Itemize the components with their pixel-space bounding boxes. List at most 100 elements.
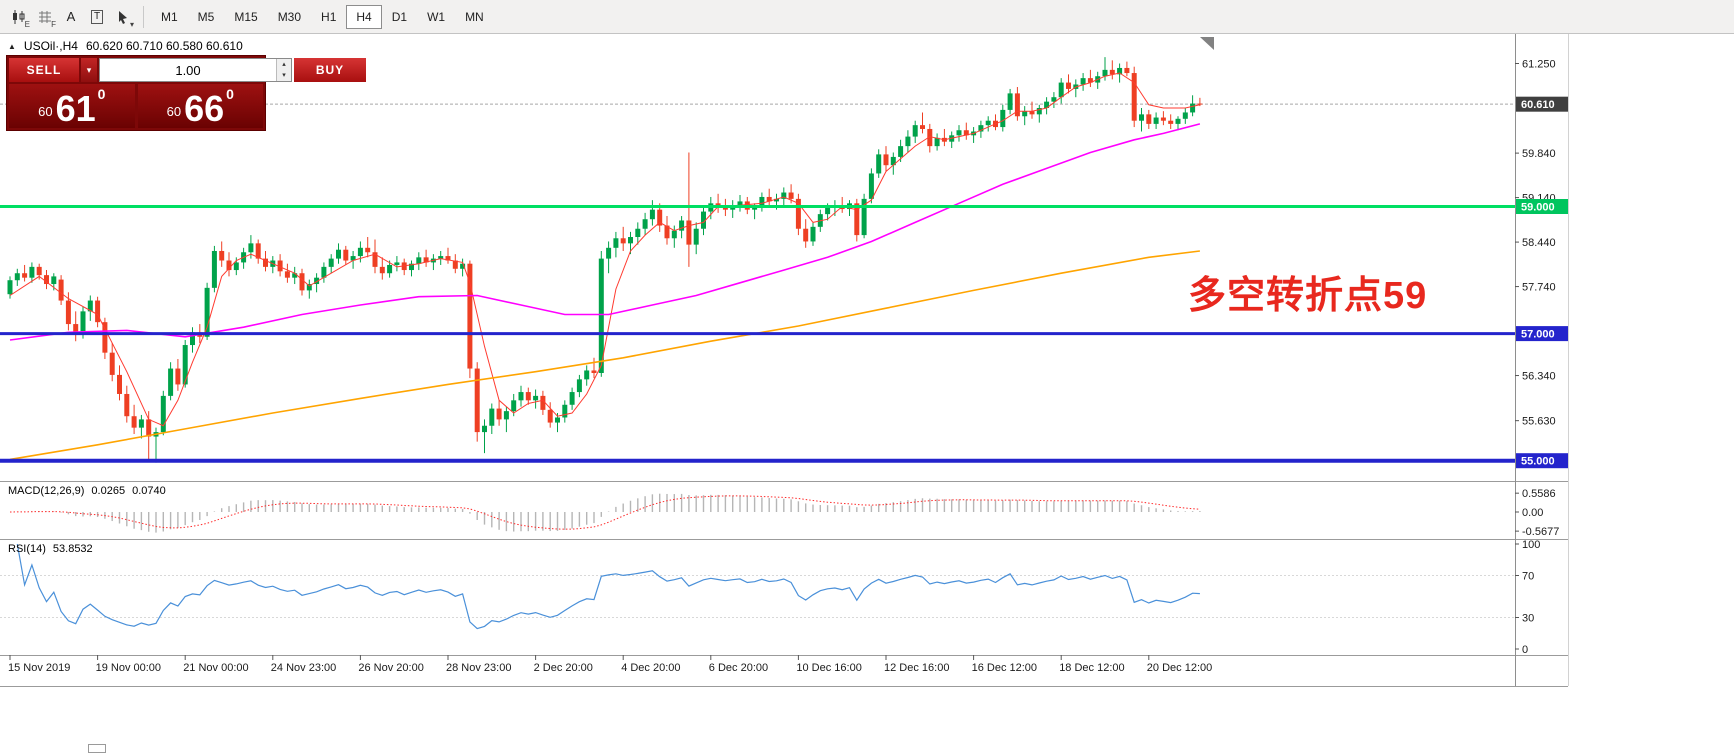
sell-price-prefix: 60 <box>38 104 53 119</box>
svg-text:57.000: 57.000 <box>1521 329 1555 341</box>
svg-text:59.140: 59.140 <box>1522 193 1556 205</box>
svg-text:0.00: 0.00 <box>1522 507 1543 519</box>
price-axis[interactable]: 61.250 59.840 59.140 58.440 57.740 56.340 55.6… <box>1515 34 1568 686</box>
letter-a-glyph: A <box>66 9 76 24</box>
svg-text:59.840: 59.840 <box>1522 148 1556 160</box>
svg-text:57.740: 57.740 <box>1522 282 1556 294</box>
main-toolbar: E F A T ▾ M1 M5 M15 M30 H1 H4 D1 W1 MN <box>0 0 1734 34</box>
svg-text:18 Dec 12:00: 18 Dec 12:00 <box>1059 662 1124 674</box>
cursor-dropdown-glyph: ▾ <box>129 19 134 29</box>
svg-text:2 Dec 20:00: 2 Dec 20:00 <box>534 662 593 674</box>
svg-text:70: 70 <box>1522 571 1534 583</box>
ohlc-readout: 60.620 60.710 60.580 60.610 <box>85 39 243 53</box>
price-badge-60.610 <box>1516 96 1568 112</box>
text-box-icon[interactable]: T <box>84 4 110 30</box>
sell-button[interactable]: SELL <box>9 58 79 82</box>
macd-main-value: 0.0265 <box>91 485 126 497</box>
volume-down-icon[interactable]: ▾ <box>277 70 291 81</box>
volume-up-icon[interactable]: ▴ <box>277 59 291 70</box>
chart-annotation-text[interactable]: 多空转折点59 <box>1188 275 1428 317</box>
svg-text:28 Nov 23:00: 28 Nov 23:00 <box>446 662 511 674</box>
volume-spinner: ▴ ▾ <box>276 59 291 81</box>
symbol-label: USOil·,H4 <box>23 39 78 53</box>
rsi-layer <box>0 543 1515 630</box>
price-badge-57.000 <box>1516 326 1568 342</box>
text-annotation-icon[interactable]: A <box>58 4 84 30</box>
one-click-price-row: 60 61 0 60 66 0 <box>9 84 263 128</box>
timeframe-button-d1[interactable]: D1 <box>382 5 417 29</box>
price-badge-55.000 <box>1516 453 1568 469</box>
pane-separators[interactable] <box>0 34 1569 687</box>
svg-text:61.250: 61.250 <box>1522 59 1556 71</box>
macd-signal-value: 0.0740 <box>132 485 166 497</box>
timeframe-button-m1[interactable]: M1 <box>151 5 188 29</box>
grid-icon-sub-label: F <box>51 19 56 29</box>
time-axis[interactable]: 15 Nov 2019 19 Nov 00:00 21 Nov 00:00 24 No… <box>8 655 1212 674</box>
svg-text:16 Dec 12:00: 16 Dec 12:00 <box>972 662 1037 674</box>
grid-icon[interactable]: F <box>32 4 58 30</box>
candlestick-glyph <box>13 9 25 24</box>
chart-type-icon[interactable]: E <box>6 4 32 30</box>
timeframe-button-m5[interactable]: M5 <box>188 5 225 29</box>
svg-text:26 Nov 20:00: 26 Nov 20:00 <box>358 662 423 674</box>
macd-layer <box>9 493 1201 533</box>
svg-text:6 Dec 20:00: 6 Dec 20:00 <box>709 662 768 674</box>
svg-text:20 Dec 12:00: 20 Dec 12:00 <box>1147 662 1212 674</box>
svg-text:19 Nov 00:00: 19 Nov 00:00 <box>96 662 161 674</box>
sell-price-sup: 0 <box>97 86 106 102</box>
rsi-line <box>16 543 1200 630</box>
buy-button[interactable]: BUY <box>294 58 366 82</box>
volume-box: ▴ ▾ <box>99 58 292 82</box>
macd-name: MACD(12,26,9) <box>8 485 85 497</box>
svg-text:55.000: 55.000 <box>1521 456 1555 468</box>
one-click-collapse-icon[interactable]: ▲ <box>8 41 16 51</box>
chart-symbol-header: ▲ USOil·,H4 60.620 60.710 60.580 60.610 <box>8 39 243 53</box>
svg-text:0: 0 <box>1522 644 1528 656</box>
sell-price-big: 61 <box>55 88 96 130</box>
svg-text:30: 30 <box>1522 613 1534 625</box>
buy-price-sup: 0 <box>226 86 234 102</box>
cursor-tool-icon[interactable]: ▾ <box>110 4 136 30</box>
timeframe-button-m30[interactable]: M30 <box>268 5 311 29</box>
buy-price[interactable]: 60 66 0 <box>137 84 263 130</box>
svg-text:21 Nov 00:00: 21 Nov 00:00 <box>183 662 248 674</box>
rsi-indicator-label: RSI(14) 53.8532 <box>8 543 100 555</box>
svg-text:100: 100 <box>1522 539 1540 551</box>
horizontal-scrollbar-thumb[interactable] <box>88 744 106 753</box>
svg-text:12 Dec 16:00: 12 Dec 16:00 <box>884 662 949 674</box>
svg-text:4 Dec 20:00: 4 Dec 20:00 <box>621 662 680 674</box>
sell-price[interactable]: 60 61 0 <box>9 84 135 128</box>
cursor-glyph <box>119 10 127 24</box>
horizontal-line-objects <box>0 205 1515 463</box>
ma-mid-magenta-line <box>9 123 1201 341</box>
timeframe-button-h4[interactable]: H4 <box>346 4 382 29</box>
macd-signal-line <box>9 495 1200 530</box>
toolbar-separator <box>143 5 144 28</box>
svg-text:55.630: 55.630 <box>1522 416 1556 428</box>
grid-glyph <box>39 10 51 23</box>
svg-text:58.440: 58.440 <box>1522 237 1556 249</box>
timeframe-toolbar: M1 M5 M15 M30 H1 H4 D1 W1 MN <box>151 4 494 29</box>
sell-dropdown-arrow-icon[interactable]: ▾ <box>81 58 97 82</box>
rsi-name: RSI(14) <box>8 543 46 555</box>
svg-text:59.000: 59.000 <box>1521 202 1555 214</box>
ma-slow-orange-line <box>9 250 1200 461</box>
timeframe-button-w1[interactable]: W1 <box>417 5 455 29</box>
svg-text:15 Nov 2019: 15 Nov 2019 <box>8 662 70 674</box>
buy-price-big: 66 <box>184 88 225 130</box>
svg-text:0.5586: 0.5586 <box>1522 488 1556 500</box>
letter-t-glyph: T <box>90 9 104 24</box>
timeframe-button-m15[interactable]: M15 <box>224 5 267 29</box>
volume-input[interactable] <box>100 59 276 81</box>
timeframe-button-mn[interactable]: MN <box>455 5 494 29</box>
svg-text:-0.5677: -0.5677 <box>1522 526 1559 538</box>
buy-price-prefix: 60 <box>166 104 182 119</box>
timeframe-button-h1[interactable]: H1 <box>311 5 346 29</box>
chart-shift-marker[interactable] <box>1200 37 1214 50</box>
svg-text:24 Nov 23:00: 24 Nov 23:00 <box>271 662 336 674</box>
chart-icon-sub-label: E <box>24 19 30 29</box>
macd-indicator-label: MACD(12,26,9) 0.0265 0.0740 <box>8 485 173 497</box>
price-badge-59.000 <box>1516 199 1568 215</box>
